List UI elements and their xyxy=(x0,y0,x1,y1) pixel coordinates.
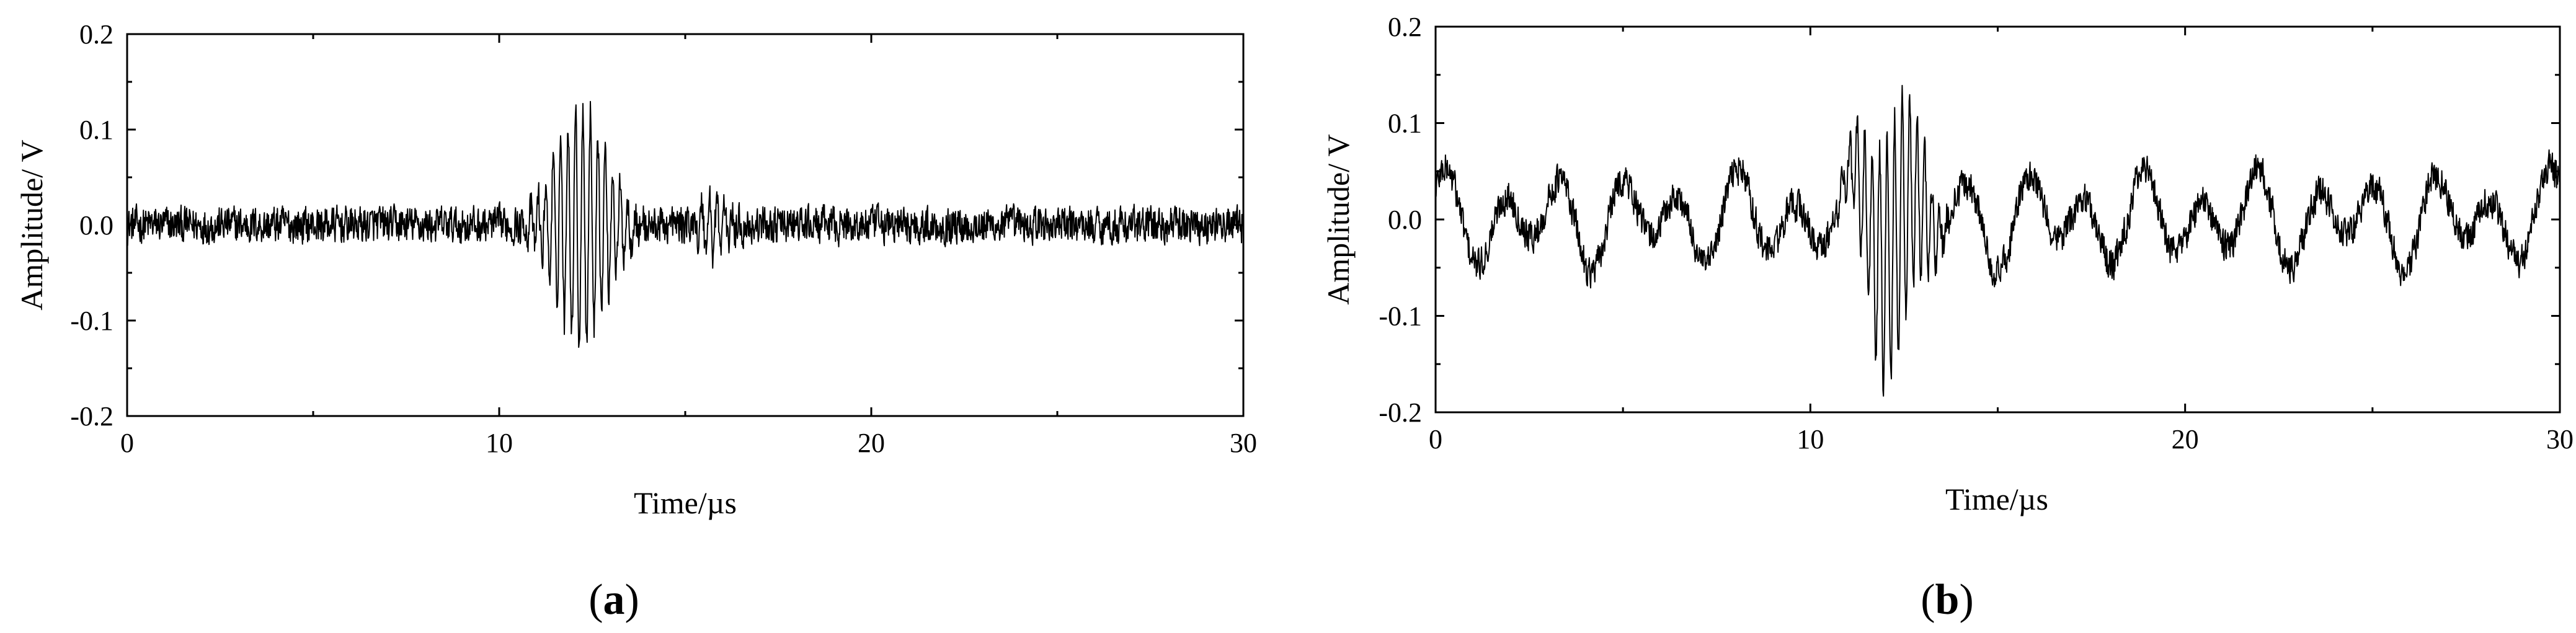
y-tick-label-a-2: 0.0 xyxy=(79,210,113,241)
y-tick-label-a-0: -0.2 xyxy=(70,401,113,432)
chart-panel-a: 0 10 20 30 -0.2 -0.1 0.0 0.1 0.2 Time/µs Amplitu… xyxy=(14,19,1257,624)
x-axis-label-a: Time/µs xyxy=(634,485,737,520)
panel-label-a: (a) xyxy=(588,576,639,624)
tick-labels-a: 0 10 20 30 -0.2 -0.1 0.0 0.1 0.2 xyxy=(70,19,1257,458)
x-tick-label-a-0: 0 xyxy=(120,428,134,458)
ticks-b xyxy=(1434,25,2561,414)
panel-letter-a: a xyxy=(603,576,625,624)
y-tick-label-b-2: 0.0 xyxy=(1388,205,1422,235)
panel-label-b: (b) xyxy=(1921,576,1974,624)
ticks-a xyxy=(126,33,1245,417)
x-tick-label-b-1: 10 xyxy=(1797,424,1824,454)
y-tick-label-a-4: 0.2 xyxy=(79,19,113,50)
y-tick-label-b-4: 0.2 xyxy=(1388,12,1422,42)
y-tick-label-a-3: 0.1 xyxy=(79,115,113,145)
tick-labels-b: 0 10 20 30 -0.2 -0.1 0.0 0.1 0.2 xyxy=(1379,12,2574,454)
y-tick-label-b-3: 0.1 xyxy=(1388,108,1422,139)
x-tick-label-b-2: 20 xyxy=(2172,424,2199,454)
chart-panel-b: 0 10 20 30 -0.2 -0.1 0.0 0.1 0.2 Time/µs Amplitu… xyxy=(1321,12,2574,624)
panel-letter-b: b xyxy=(1935,576,1960,624)
x-tick-label-a-3: 30 xyxy=(1230,428,1257,458)
x-tick-label-b-3: 30 xyxy=(2546,424,2574,454)
y-tick-label-b-1: -0.1 xyxy=(1379,301,1422,332)
y-axis-label-b: Amplitude/ V xyxy=(1321,134,1356,304)
x-tick-label-b-0: 0 xyxy=(1429,424,1442,454)
plot-frame-b xyxy=(1434,25,2561,414)
signal-line-a xyxy=(127,100,1244,348)
signal-line-b xyxy=(1435,84,2560,397)
y-tick-label-a-1: -0.1 xyxy=(70,306,113,336)
x-tick-label-a-2: 20 xyxy=(858,428,885,458)
x-axis-label-b: Time/µs xyxy=(1945,482,2048,516)
x-tick-label-a-1: 10 xyxy=(486,428,513,458)
y-axis-label-a: Amplitude/ V xyxy=(14,139,49,310)
y-tick-label-b-0: -0.2 xyxy=(1379,397,1422,428)
